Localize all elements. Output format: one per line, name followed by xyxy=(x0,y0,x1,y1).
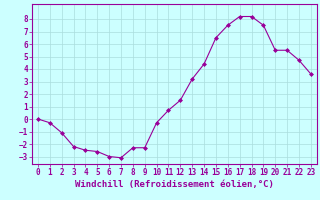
X-axis label: Windchill (Refroidissement éolien,°C): Windchill (Refroidissement éolien,°C) xyxy=(75,180,274,189)
